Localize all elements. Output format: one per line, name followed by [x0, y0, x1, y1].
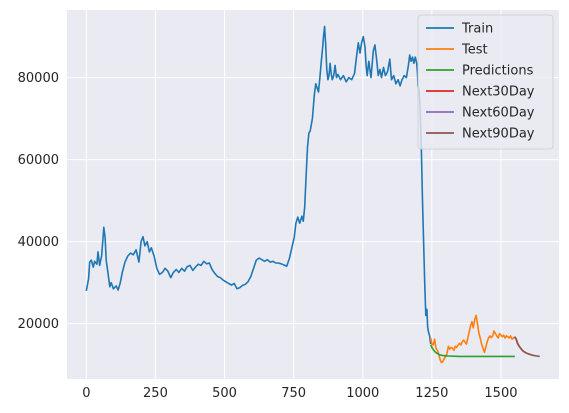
- x-tick-label: 500: [212, 386, 237, 401]
- x-tick-label: 750: [281, 386, 306, 401]
- x-tick-label: 250: [143, 386, 168, 401]
- legend-label-next60: Next60Day: [462, 106, 535, 121]
- y-tick-label: 40000: [18, 235, 59, 250]
- legend-label-predictions: Predictions: [462, 64, 534, 79]
- y-tick-label: 20000: [18, 317, 59, 332]
- y-tick-label: 60000: [18, 153, 59, 168]
- legend-label-next90: Next90Day: [462, 127, 535, 142]
- legend-label-next30: Next30Day: [462, 85, 535, 100]
- x-tick-label: 0: [82, 386, 90, 401]
- x-tick-label: 1500: [484, 386, 517, 401]
- y-tick-label: 80000: [18, 71, 59, 86]
- legend: Train Test Predictions Next30Day Next60Day Ne…: [418, 15, 553, 149]
- x-tick-label: 1000: [346, 386, 379, 401]
- legend-label-test: Test: [461, 43, 488, 58]
- legend-label-train: Train: [461, 22, 493, 37]
- x-tick-label: 1250: [415, 386, 448, 401]
